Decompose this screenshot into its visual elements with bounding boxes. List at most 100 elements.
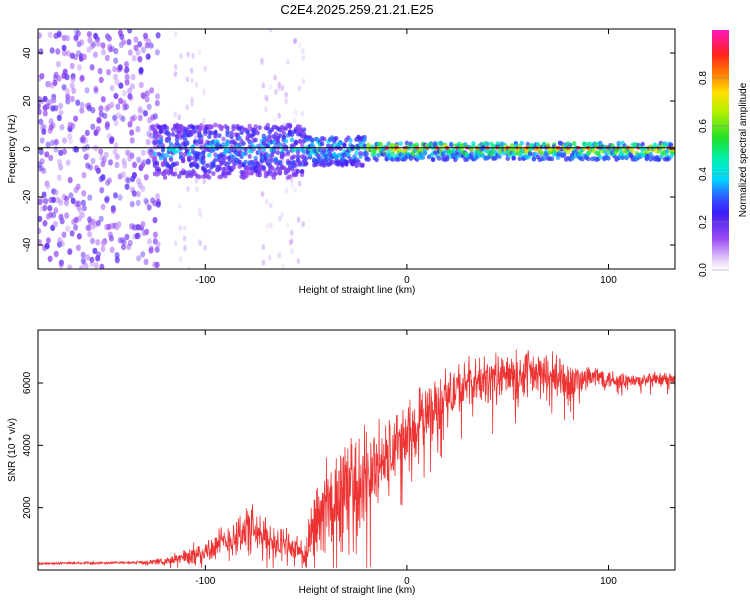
spectrogram-cell [59,240,65,247]
spectrogram-cell [100,42,106,49]
spectrogram-cell [620,155,625,161]
spectrogram-cell [261,259,266,266]
spectrogram-cell [79,107,85,114]
spectrogram-cell [124,61,129,68]
spectrogram-cell [58,261,64,269]
spectrogram-cell [45,237,51,244]
spectrogram-cell [568,143,573,148]
spectrogram-cell [469,151,474,157]
spectrogram-cell [525,141,530,147]
spectrogram-cell [57,237,63,244]
spectrogram-cell [152,216,158,224]
spectrogram-cell [217,133,222,139]
spectrogram-cell [303,156,309,162]
spectrogram-cell [106,69,112,76]
spectrogram-cell [64,34,70,42]
spectrogram-cell [555,155,561,161]
spectrogram-cell [58,164,64,171]
spectrogram-cell [269,202,273,209]
spectrogram-cell [93,85,99,93]
spectrogram-cell [64,212,70,219]
spectrogram-cell [99,187,105,194]
spectrogram-cell [223,166,228,172]
spectrogram-cell [199,123,204,128]
spectrogram-cell [265,96,269,103]
spectrogram-cell [38,118,44,126]
spectrogram-cell [58,102,64,110]
spectrogram-cell [149,132,154,139]
spectrogram-cell [303,161,309,167]
spectrogram-cell [68,192,74,199]
spectrogram-cell [322,148,327,153]
y-tick-label: 2000 [22,496,33,519]
spectrogram-cell [182,235,187,242]
spectrogram-cell [154,99,160,107]
spectrogram-cell [344,161,349,167]
spectrogram-cell [39,197,45,204]
spectrogram-cell [44,151,50,158]
spectrogram-cell [122,162,128,169]
spectrogram-cell [172,171,178,177]
spectrogram-cell [87,37,93,44]
spectrogram-cell [79,74,85,82]
spectrogram-cell [104,196,110,203]
spectrogram-cell [105,195,110,202]
spectrogram-cell [121,171,126,178]
spectrogram-cell [197,207,202,214]
spectrogram-y-label: Frequency (Hz) [7,115,18,184]
spectrogram-cell [114,153,120,160]
spectrogram-cell [207,134,212,140]
spectrogram-cell [277,251,282,258]
spectrogram-cell [48,211,53,219]
spectrogram-cell [129,129,135,136]
spectrogram-cell [566,149,571,155]
x-tick-label: -100 [195,275,215,286]
spectrogram-cell [56,174,62,181]
spectrogram-cell [257,125,262,131]
spectrogram-cell [85,254,91,261]
y-tick-label: 20 [22,95,33,107]
spectrogram-cell [301,127,307,133]
spectrogram-cell [268,84,273,91]
spectrogram-cell [38,102,41,110]
spectrogram-cell [428,142,434,147]
spectrogram-cell [194,81,199,88]
spectrogram-cell [201,117,206,124]
spectrogram-cell [65,93,71,100]
spectrogram-cell [143,197,149,204]
spectrogram-cell [80,137,86,144]
spectrogram-cell [53,146,59,153]
spectrogram-cell [121,39,126,46]
spectrogram-cell [194,177,199,184]
spectrogram-cell [243,159,248,165]
spectrogram-cell [199,140,204,145]
y-tick-label: -20 [22,189,33,204]
spectrogram-cell [166,131,172,137]
spectrogram-cell [104,54,110,62]
spectrogram-cell [281,152,287,158]
colorbar-tick-label: 0.8 [698,71,709,85]
spectrogram-cell [53,189,59,196]
spectrogram-cell [120,115,126,123]
spectrogram-cell [301,55,306,61]
spectrogram-cell [38,215,43,223]
spectrogram-cell [183,170,188,175]
spectrogram-cell [136,255,142,262]
spectrogram-cell [616,140,621,146]
spectrogram-cell [62,49,67,57]
spectrogram-cell [145,158,151,165]
spectrogram-cell [209,124,214,130]
spectrogram-cell [38,239,42,246]
spectrogram-cell [75,183,81,190]
spectrogram-cell [278,215,282,222]
spectrogram-cell [354,150,359,156]
spectrogram-cell [360,162,365,168]
spectrogram-cell [273,171,279,176]
spectrogram-cell [144,42,150,49]
colorbar: 0.0 0.2 0.4 0.6 0.8 Normalized spectral ampl… [698,30,749,277]
snr-y-label: SNR (10 * v/v) [7,418,18,482]
spectrogram-cell [398,141,403,147]
spectrogram-cell [98,76,104,84]
spectrogram-cell [173,240,178,247]
spectrogram-cell [382,152,387,158]
